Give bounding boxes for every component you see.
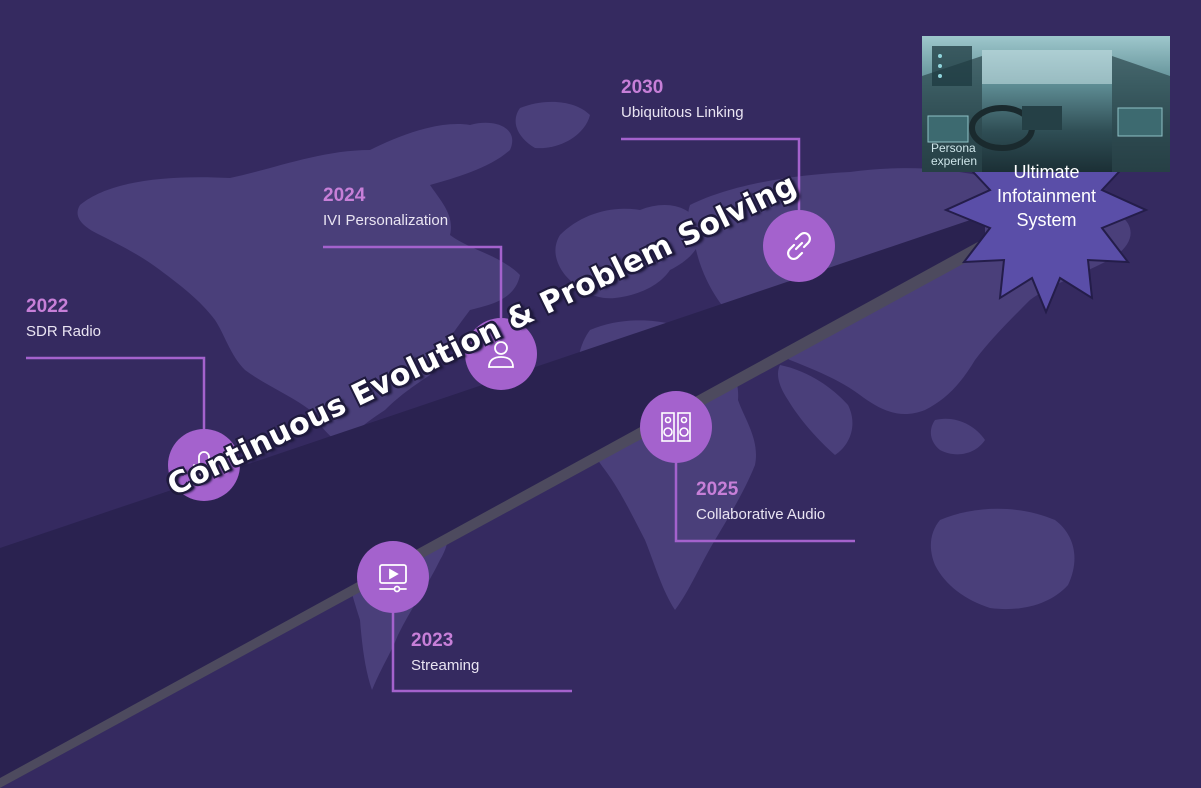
milestone-2024-node [465, 318, 537, 390]
goal-line1: Ultimate [1013, 162, 1080, 182]
milestone-2023-label: Streaming [411, 657, 480, 674]
milestone-2024-label: IVI Personalization [323, 212, 449, 229]
milestone-2023-node [357, 541, 429, 613]
map-europe [555, 205, 701, 299]
connector-2024 [323, 245, 503, 318]
map-greenland [515, 101, 590, 149]
microphone-icon [193, 451, 215, 481]
connector-lines [26, 137, 855, 693]
milestone-2024-year: 2024 [323, 185, 366, 206]
evolution-road-edge [0, 238, 985, 788]
milestone-2025-year: 2025 [696, 479, 739, 500]
connector-2025 [674, 462, 855, 543]
milestone-2030-year: 2030 [621, 77, 664, 98]
map-islands [930, 418, 985, 455]
car-interior-graphic [922, 46, 1170, 172]
milestone-2025-label: Collaborative Audio [696, 506, 826, 523]
goal-line2: Infotainment [996, 186, 1097, 206]
speakers-icon [661, 412, 691, 442]
connector-2023 [391, 612, 572, 693]
map-south-asia [777, 365, 853, 455]
map-australia [930, 508, 1075, 610]
milestone-2025-node [640, 391, 712, 463]
goal-title: Ultimate Infotainment System [968, 160, 1125, 232]
connector-2022 [26, 356, 206, 432]
video-player-icon [379, 564, 407, 593]
car-interior-photo: Persona experien [922, 36, 1170, 172]
photo-caption: Persona experien [931, 142, 977, 168]
photo-caption-line1: Persona [931, 141, 976, 155]
milestone-2030-node [763, 210, 835, 282]
goal-line3: System [1016, 210, 1077, 230]
photo-caption-line2: experien [931, 154, 978, 168]
milestone-2022-label: SDR Radio [26, 323, 102, 340]
milestone-2022-node [168, 429, 240, 501]
link-icon [787, 231, 811, 261]
milestone-2030-label: Ubiquitous Linking [621, 104, 744, 121]
connector-2030 [621, 137, 801, 211]
map-north-america [77, 122, 521, 446]
milestone-2022-year: 2022 [26, 296, 69, 317]
user-icon [488, 341, 514, 368]
milestone-2023-year: 2023 [411, 630, 454, 651]
